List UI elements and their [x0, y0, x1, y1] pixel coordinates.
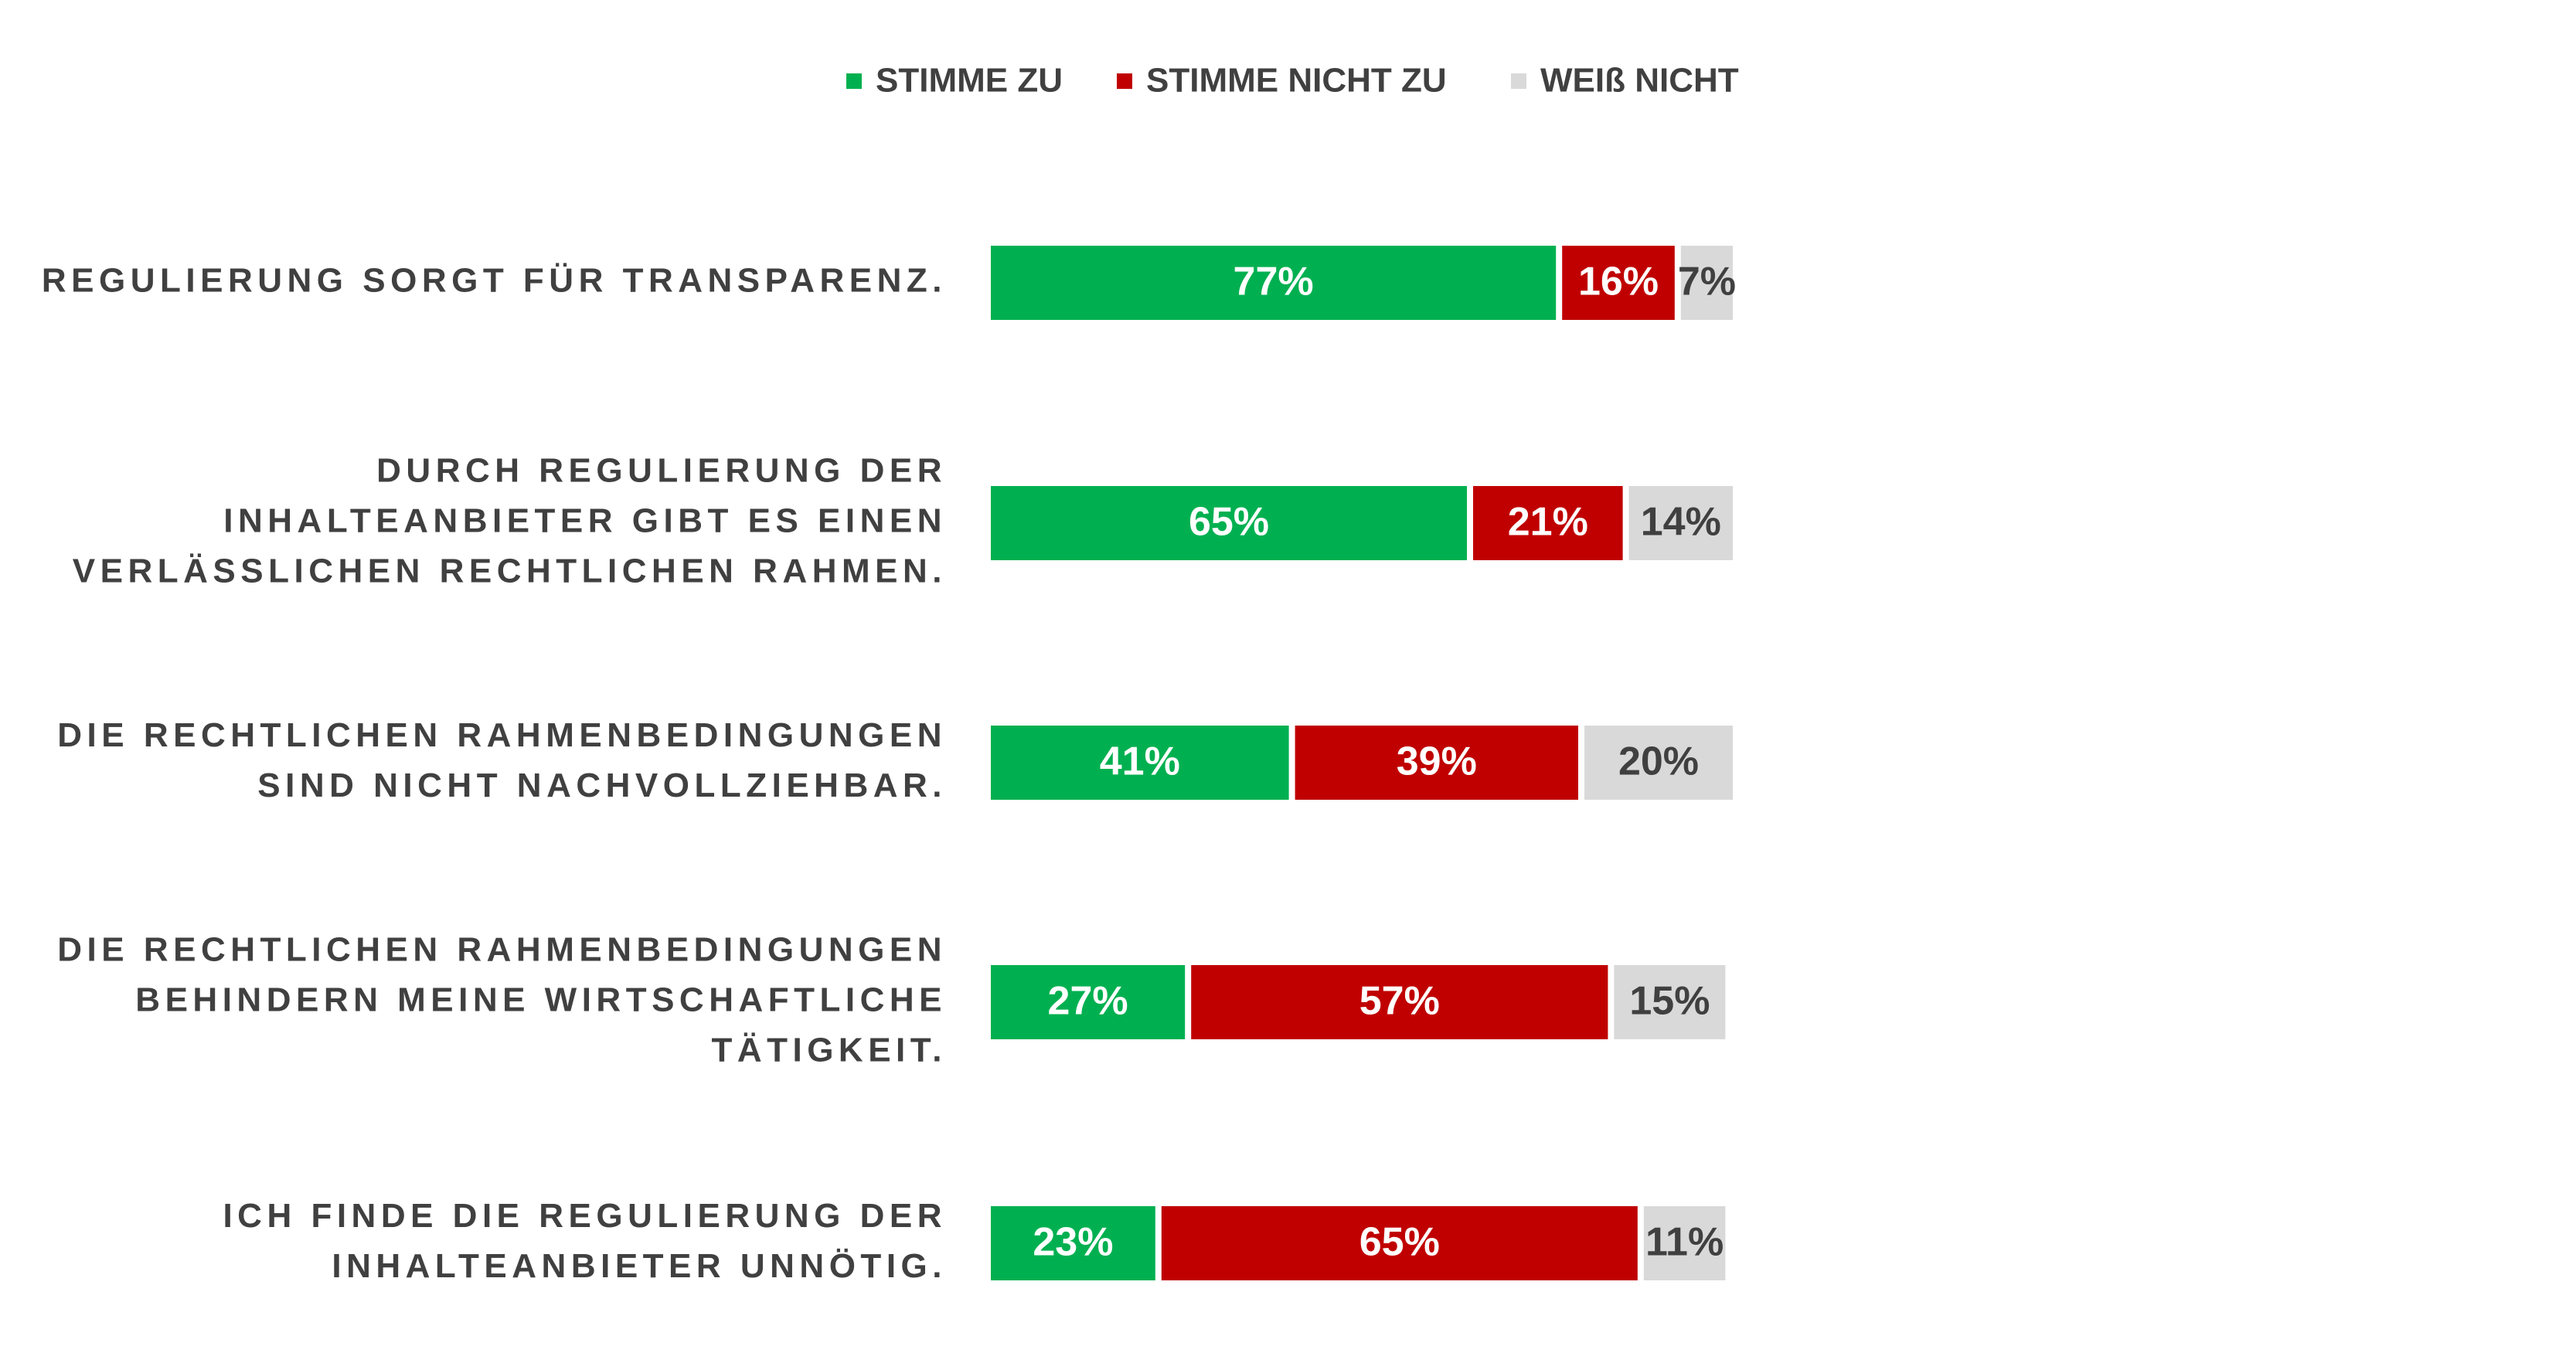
category-label-row-5-line-2: INHALTEANBIETER UNNÖTIG. — [332, 1247, 947, 1285]
data-label-weiss-nicht-row-1: 7% — [1678, 260, 1736, 304]
data-label-weiss-nicht-row-4: 15% — [1629, 979, 1710, 1024]
legend-label-stimme-nicht-zu: STIMME NICHT ZU — [1146, 62, 1447, 100]
data-label-stimme-nicht-zu-row-4: 57% — [1359, 979, 1440, 1024]
bar-weiss-nicht-row-1 — [1680, 246, 1733, 320]
legend-label-weiss-nicht: WEIß NICHT — [1540, 62, 1739, 100]
bar-weiss-nicht-row-2 — [1628, 486, 1733, 560]
category-label-row-3-line-2: SIND NICHT NACHVOLLZIEHBAR. — [257, 767, 947, 804]
data-label-stimme-nicht-zu-row-5: 65% — [1359, 1220, 1440, 1265]
data-label-stimme-nicht-zu-row-3: 39% — [1397, 739, 1477, 784]
bar-stimme-zu-row-3 — [991, 726, 1289, 800]
legend-item-stimme-zu: STIMME ZU — [846, 62, 1063, 100]
data-label-weiss-nicht-row-3: 20% — [1618, 739, 1699, 784]
bar-weiss-nicht-row-4 — [1614, 965, 1726, 1039]
data-label-stimme-zu-row-2: 65% — [1189, 500, 1269, 545]
category-label-row-1-line-1: REGULIERUNG SORGT FÜR TRANSPARENZ. — [42, 262, 947, 300]
data-label-stimme-zu-row-3: 41% — [1100, 739, 1180, 784]
legend: STIMME ZU STIMME NICHT ZU WEIß NICHT — [846, 62, 1739, 100]
data-label-stimme-nicht-zu-row-2: 21% — [1508, 500, 1588, 545]
legend-item-weiss-nicht: WEIß NICHT — [1511, 62, 1739, 100]
category-label-row-2-line-2: INHALTEANBIETER GIBT ES EINEN — [223, 502, 947, 540]
bar-weiss-nicht-row-3 — [1584, 726, 1733, 800]
legend-swatch-stimme-nicht-zu — [1117, 73, 1132, 89]
data-label-weiss-nicht-row-5: 11% — [1645, 1220, 1724, 1265]
legend-swatch-weiss-nicht — [1511, 73, 1526, 89]
data-label-stimme-zu-row-4: 27% — [1048, 979, 1128, 1024]
category-label-row-2-line-1: DURCH REGULIERUNG DER — [376, 452, 947, 490]
bar-stimme-nicht-zu-row-2 — [1473, 486, 1623, 560]
data-label-stimme-zu-row-5: 23% — [1033, 1220, 1113, 1265]
category-label-row-3-line-1: DIE RECHTLICHEN RAHMENBEDINGUNGEN — [57, 716, 947, 754]
bar-stimme-zu-row-2 — [991, 486, 1467, 560]
category-labels: REGULIERUNG SORGT FÜR TRANSPARENZ. DURCH … — [42, 262, 947, 1286]
bar-stimme-zu-row-1 — [991, 246, 1557, 320]
category-label-row-4-line-2: BEHINDERN MEINE WIRTSCHAFTLICHE — [135, 981, 947, 1019]
bar-stimme-nicht-zu-row-5 — [1161, 1206, 1638, 1280]
legend-item-stimme-nicht-zu: STIMME NICHT ZU — [1117, 62, 1447, 100]
bar-stimme-nicht-zu-row-4 — [1191, 965, 1608, 1039]
category-label-row-4-line-1: DIE RECHTLICHEN RAHMENBEDINGUNGEN — [57, 931, 947, 969]
category-label-row-5-line-1: ICH FINDE DIE REGULIERUNG DER — [223, 1197, 947, 1235]
data-label-stimme-nicht-zu-row-1: 16% — [1578, 260, 1659, 304]
legend-label-stimme-zu: STIMME ZU — [876, 62, 1063, 100]
bar-stimme-zu-row-4 — [991, 965, 1186, 1039]
bar-weiss-nicht-row-5 — [1643, 1206, 1726, 1280]
data-label-weiss-nicht-row-2: 14% — [1641, 500, 1721, 545]
legend-swatch-stimme-zu — [846, 73, 862, 89]
bar-stimme-nicht-zu-row-1 — [1562, 246, 1675, 320]
category-label-row-2-line-3: VERLÄSSLICHEN RECHTLICHEN RAHMEN. — [73, 552, 947, 590]
data-label-stimme-zu-row-1: 77% — [1234, 260, 1314, 304]
bars: 77% 16% 7% 65% 21% 14% 41% 39% 20% 27% 57% 15% 23% 65… — [991, 246, 1736, 1280]
category-label-row-4-line-3: TÄTIGKEIT. — [711, 1032, 947, 1069]
bar-stimme-nicht-zu-row-3 — [1295, 726, 1578, 800]
bar-stimme-zu-row-5 — [991, 1206, 1155, 1280]
